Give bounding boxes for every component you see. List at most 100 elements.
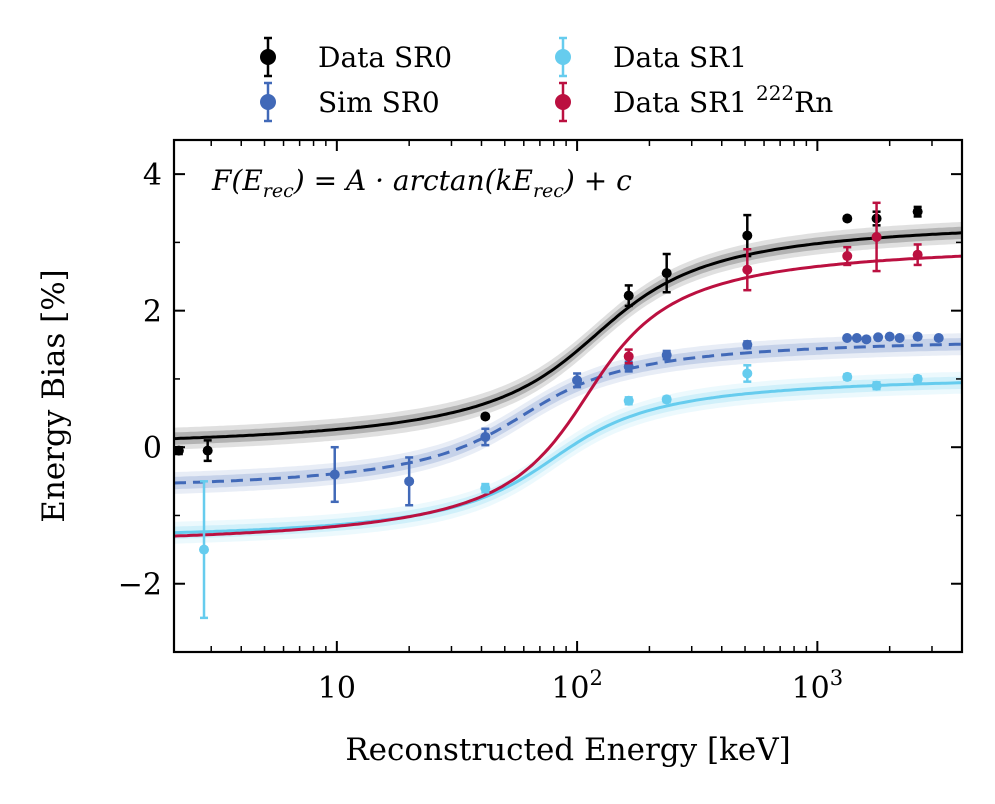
sim-sr0-marker [933,332,944,343]
sim-sr0-point [572,372,583,389]
sim-sr0-fit-band-1 [174,333,962,494]
fit-uncertainty-bands [174,221,962,544]
sim-sr0-marker [404,476,415,487]
sim-sr0-marker [894,332,905,343]
data-sr0-fit-curve [174,231,962,441]
data-sr0-marker [202,445,213,456]
data-sr0-marker [623,290,634,301]
data-sr1-marker [199,544,210,555]
data-sr1-222rn-marker [742,264,753,275]
data-sr1-point [623,395,634,406]
y-tick-label: 0 [143,431,162,466]
sim-sr0-marker [842,332,853,343]
sim-sr0-marker [572,375,583,386]
sim-sr0-point [873,332,884,343]
data-sr0-point [912,205,923,218]
data-sr1-222rn-point [871,201,882,273]
data-sr0-point [480,411,491,422]
x-axis-ticks: 10 102 103 [210,140,963,706]
legend-marker [555,49,571,65]
data-sr1-fit-band-1 [174,371,962,544]
data-sr0-marker [742,230,753,241]
data-sr0-marker [842,213,853,224]
legend-marker [260,94,276,110]
data-sr0-marker [912,206,923,217]
data-points [173,201,944,620]
sim-sr0-point [851,332,862,343]
data-sr1-222rn-point [742,247,753,292]
sim-sr0-point [894,332,905,343]
legend-label: Data SR1 [613,41,747,74]
data-sr0-fit-band-1 [174,221,962,450]
sim-sr0-marker [661,350,672,361]
data-sr0-point [661,252,672,294]
data-sr0-point [202,439,213,463]
data-sr0-point [842,213,853,224]
data-sr1-point [871,380,882,391]
data-sr1-marker [742,368,753,379]
sim-sr0-point [912,331,923,342]
data-sr1-222rn-point [842,245,853,267]
legend: Data SR0 Sim SR0 Data SR1 Data SR1 222Rn [260,36,833,123]
sim-sr0-marker [742,339,753,350]
fit-formula-annotation: F(Erec) = A · arctan(kErec) + c [211,164,632,202]
sim-sr0-point [842,332,853,343]
data-sr1-point [480,482,491,494]
sim-sr0-marker [873,332,884,343]
sim-sr0-point [661,349,672,361]
data-sr1-222rn-fit-curve [174,254,962,538]
fit-curves [174,231,962,538]
data-sr1-marker [871,380,882,391]
data-sr1-marker [912,373,923,384]
sim-sr0-fit-band-2 [174,338,962,490]
data-sr1-222rn-point [912,243,923,267]
y-tick-label: 2 [143,295,162,330]
data-sr0-marker [480,411,491,422]
y-tick-label: −2 [118,568,162,603]
data-sr1-marker [480,483,491,494]
x-tick-label: 103 [792,666,844,706]
data-sr1-222rn-point [623,348,634,365]
sim-sr0-point [480,427,491,447]
y-axis-ticks: 4 2 0 −2 [118,158,962,653]
sim-sr0-point [861,334,872,345]
data-sr1-222rn-marker [912,249,923,260]
sim-sr0-marker [329,469,340,480]
sim-sr0-point [933,332,944,343]
data-sr1-point [661,394,672,405]
sim-sr0-point [404,456,415,507]
legend-entry-data-sr0: Data SR0 [260,36,452,78]
y-tick-label: 4 [143,158,162,193]
data-sr1-point [199,480,210,620]
data-sr1-fit-curve [174,381,962,535]
data-sr1-222rn-marker [871,231,882,242]
data-sr1-point [742,364,753,383]
data-sr1-222rn-marker [842,251,853,262]
legend-label: Sim SR0 [318,86,440,119]
x-tick-label: 102 [551,666,603,706]
legend-entry-data-sr1: Data SR1 [555,36,747,78]
sim-sr0-marker [480,431,491,442]
legend-marker [555,94,571,110]
data-sr1-222rn-marker [623,351,634,362]
sim-sr0-marker [861,334,872,345]
legend-label: Data SR0 [318,41,452,74]
plot-frame [172,138,964,654]
sim-sr0-marker [884,331,895,342]
sim-sr0-marker [851,332,862,343]
data-sr1-point [912,373,923,384]
x-axis-title: Reconstructed Energy [keV] [345,732,790,768]
data-sr1-marker [661,394,672,405]
data-sr1-marker [623,395,634,406]
sim-sr0-point [742,339,753,350]
legend-label: Data SR1 222Rn [613,81,833,119]
data-sr1-marker [842,371,853,382]
data-sr0-marker [661,268,672,279]
x-tick-label: 10 [318,671,356,706]
legend-entry-sim-sr0: Sim SR0 [260,81,440,123]
y-axis-title: Energy Bias [%] [36,269,72,523]
sim-sr0-marker [912,331,923,342]
legend-marker [260,49,276,65]
legend-entry-data-sr1-222rn: Data SR1 222Rn [555,81,833,123]
